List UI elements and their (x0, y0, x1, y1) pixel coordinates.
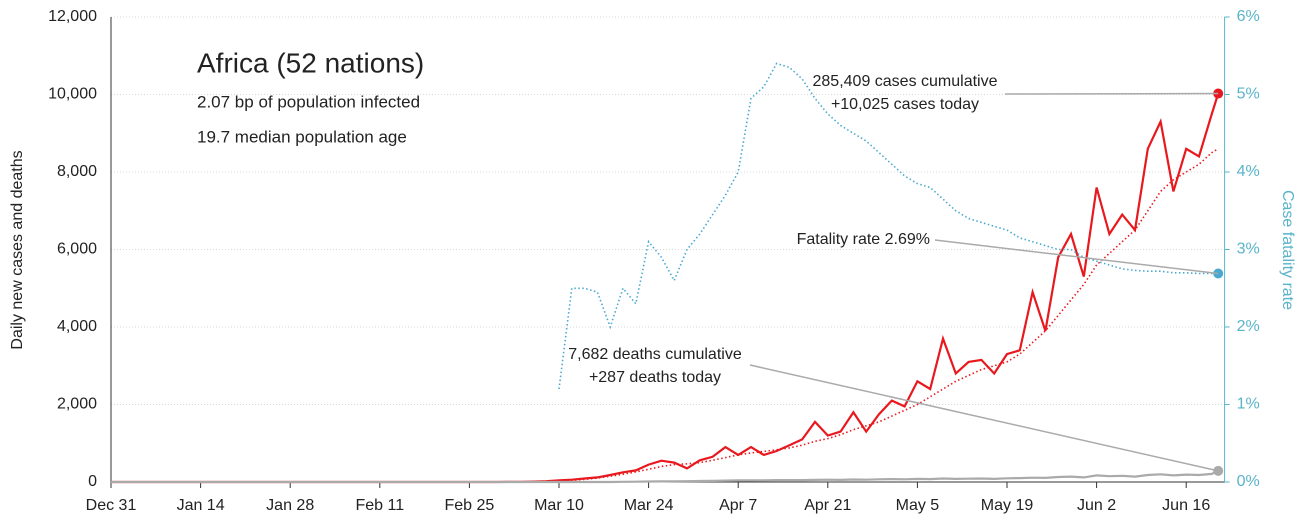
y-tick-label: 0 (88, 473, 97, 490)
series-line (111, 148, 1219, 483)
y-tick-label: 12,000 (48, 8, 97, 25)
y-tick-label: 2,000 (57, 396, 97, 413)
x-tick-label: Jan 14 (177, 497, 225, 514)
leader-line (749, 364, 1219, 472)
subtitle: 19.7 median population age (197, 127, 407, 146)
y2-tick-label: 2% (1237, 318, 1260, 335)
y2-axis-title: Case fatality rate (1279, 190, 1296, 310)
y-tick-label: 6,000 (57, 241, 97, 258)
x-tick-label: Jun 2 (1077, 497, 1116, 514)
subtitle: 2.07 bp of population infected (197, 92, 420, 111)
y2-tick-label: 4% (1237, 163, 1260, 180)
series-line (111, 93, 1220, 484)
x-tick-label: Apr 7 (719, 497, 757, 514)
annotation: Fatality rate 2.69% (797, 231, 930, 248)
x-tick-label: Jun 16 (1162, 497, 1210, 514)
annotation: 7,682 deaths cumulative (568, 346, 742, 363)
leader-line (934, 239, 1219, 275)
y-tick-label: 8,000 (57, 163, 97, 180)
y-tick-label: 4,000 (57, 318, 97, 335)
chart-title: Africa (52 nations) (197, 47, 424, 78)
series-line (558, 62, 1219, 390)
x-tick-label: Dec 31 (86, 497, 137, 514)
x-tick-label: Apr 21 (804, 497, 851, 514)
x-tick-label: Feb 25 (444, 497, 494, 514)
x-tick-label: May 5 (896, 497, 940, 514)
x-tick-label: May 19 (981, 497, 1034, 514)
x-tick-label: Jan 28 (266, 497, 314, 514)
y-axis-title: Daily new cases and deaths (9, 150, 26, 349)
annotation: +287 deaths today (589, 369, 721, 386)
y-tick-label: 10,000 (48, 86, 97, 103)
y2-tick-label: 0% (1237, 473, 1260, 490)
y2-tick-label: 5% (1237, 86, 1260, 103)
y2-tick-label: 6% (1237, 8, 1260, 25)
y2-tick-label: 3% (1237, 241, 1260, 258)
y2-tick-label: 1% (1237, 396, 1260, 413)
series-line (111, 469, 1219, 484)
annotation: +10,025 cases today (831, 96, 979, 113)
x-tick-label: Feb 11 (355, 497, 404, 514)
x-tick-label: Mar 24 (624, 497, 674, 514)
annotation: 285,409 cases cumulative (813, 73, 998, 90)
x-tick-label: Mar 10 (534, 497, 584, 514)
